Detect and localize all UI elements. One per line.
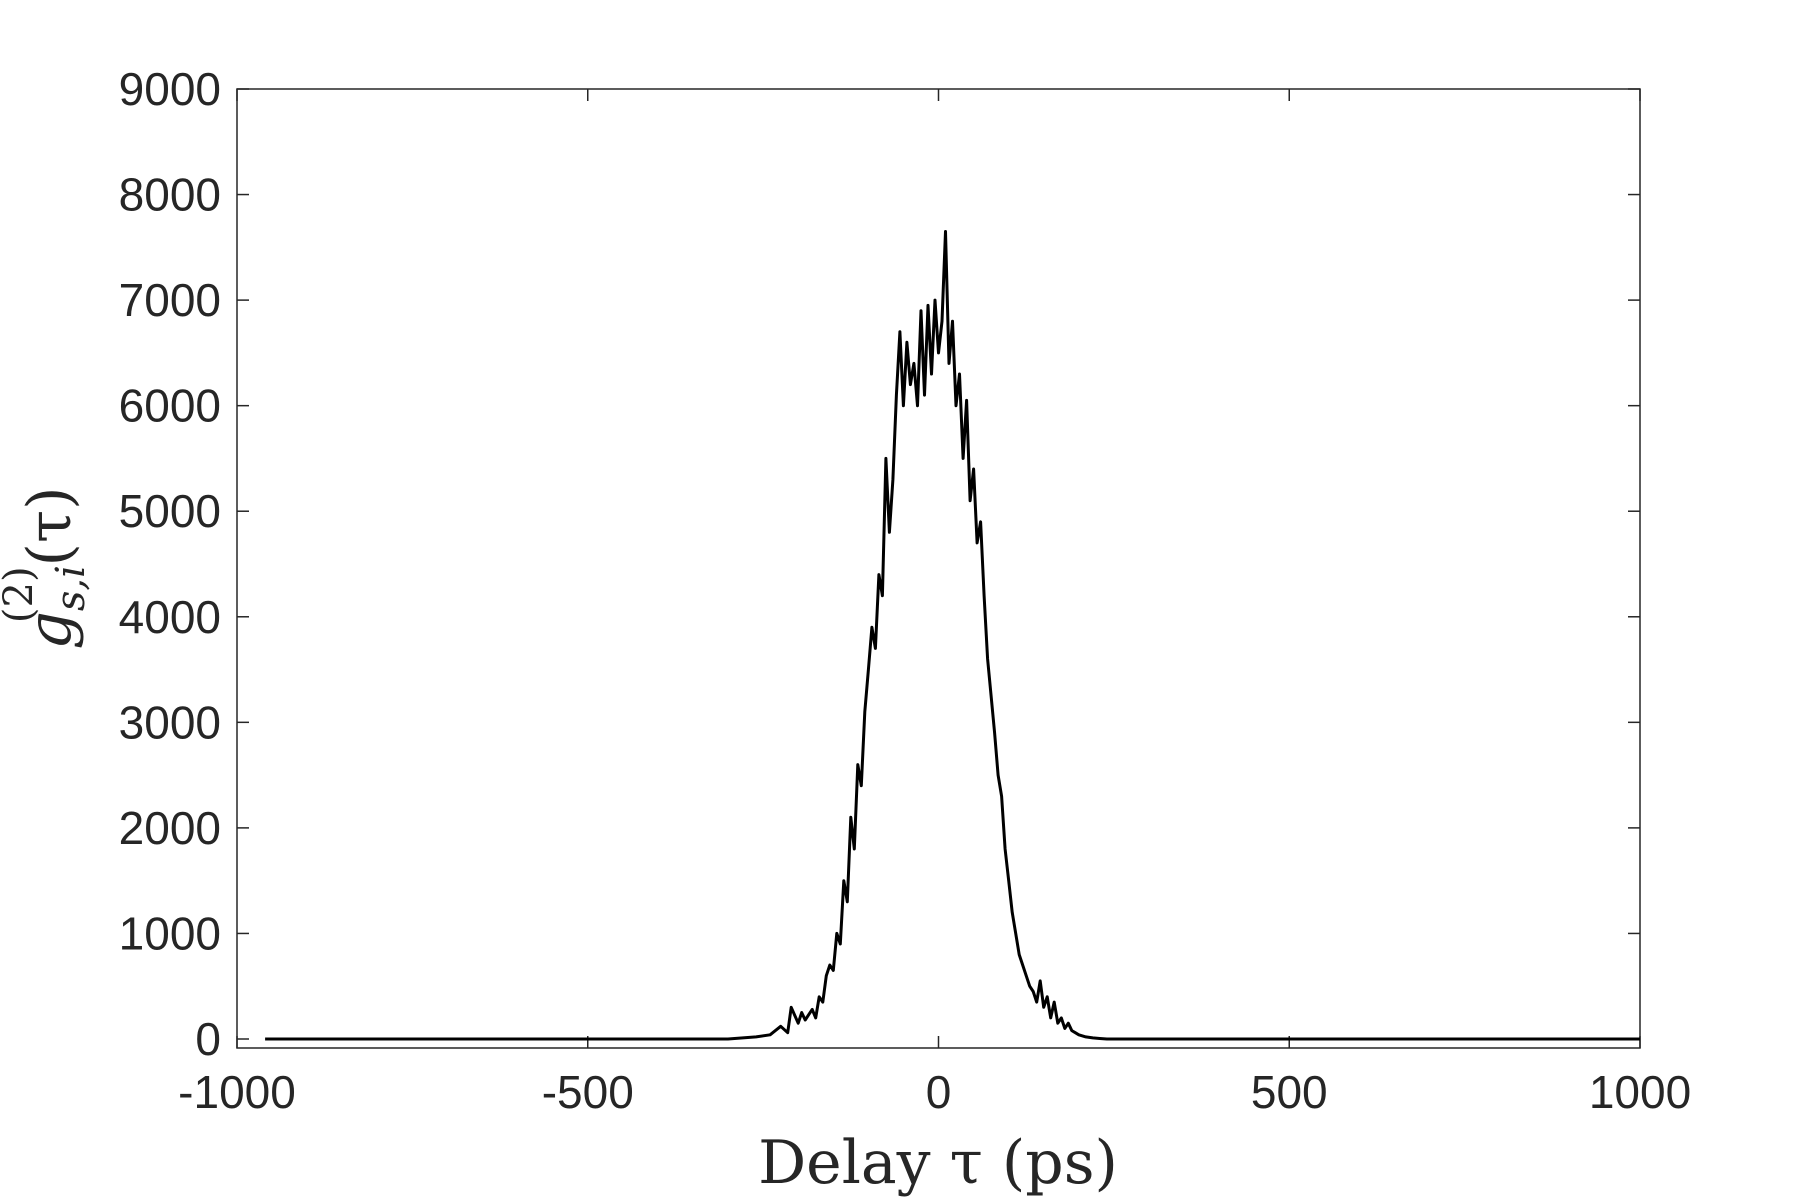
y-tick-label: 3000 (119, 696, 221, 748)
x-axis-label: Delay τ (ps) (758, 1128, 1118, 1198)
y-tick-label: 0 (195, 1013, 221, 1065)
x-tick-label: -1000 (178, 1066, 296, 1118)
x-tick-label: -500 (542, 1066, 634, 1118)
y-axis: 0 1000 2000 3000 4000 5000 6000 7000 8000 9000 (119, 63, 1640, 1065)
x-axis: -1000 -500 0 500 1000 (178, 89, 1691, 1118)
y-axis-label-base: g (15, 611, 85, 649)
y-axis-label-superscript: (2) (0, 566, 42, 623)
y-axis-label-argument: (τ) (15, 486, 85, 566)
y-tick-label: 2000 (119, 802, 221, 854)
x-tick-label: 500 (1251, 1066, 1328, 1118)
y-tick-label: 1000 (119, 907, 221, 959)
y-tick-label: 4000 (119, 591, 221, 643)
y-tick-label: 8000 (119, 169, 221, 221)
x-tick-label: 1000 (1589, 1066, 1691, 1118)
y-axis-label-subscript: s,i (48, 565, 94, 611)
y-tick-label: 6000 (119, 380, 221, 432)
series-line (265, 230, 1640, 1041)
y-tick-label: 5000 (119, 485, 221, 537)
y-tick-label: 7000 (119, 274, 221, 326)
x-tick-label: 0 (926, 1066, 952, 1118)
svg-text:gs,i(2)(τ): gs,i(2)(τ) (0, 486, 94, 649)
y-tick-label: 9000 (119, 63, 221, 115)
plot-area (236, 88, 1641, 1049)
y-axis-label: gs,i(2)(τ) (0, 486, 94, 649)
